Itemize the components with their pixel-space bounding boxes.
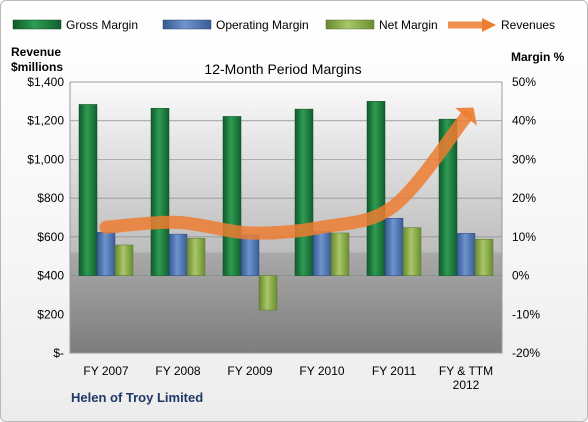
bar-gross-margin (222, 116, 242, 276)
bar-gross-margin (78, 104, 98, 276)
bar-net-margin (330, 232, 350, 276)
bar-gross-margin (150, 108, 170, 276)
y-axis-right-label: Margin % (511, 50, 565, 64)
y-left-tick-label: $200 (37, 307, 64, 321)
y-left-tick-label: $600 (37, 230, 64, 244)
y-axis-left-label-line2: $millions (11, 60, 63, 74)
legend-label: Gross Margin (66, 18, 138, 32)
bar-net-margin (186, 238, 206, 276)
plot-area (69, 81, 503, 354)
axes: $- -20% $200 -10% $400 0% $600 10% $800 20% $1,000… (27, 75, 540, 392)
y-right-tick-label: 0% (512, 269, 530, 283)
y-left-tick-label: $1,200 (27, 114, 64, 128)
bar-net-margin (474, 238, 494, 276)
bar-operating-margin (96, 231, 116, 276)
legend-label: Operating Margin (216, 18, 309, 32)
x-tick-label: FY 2010 (299, 364, 344, 378)
x-tick-label: FY 2009 (227, 364, 272, 378)
y-left-tick-label: $1,000 (27, 152, 64, 166)
y-right-tick-label: -10% (512, 307, 540, 321)
x-tick-label: 2012 (453, 378, 480, 392)
legend-swatch (325, 19, 375, 30)
y-right-tick-label: -20% (512, 346, 540, 360)
bar-net-margin (402, 227, 422, 276)
y-left-tick-label: $400 (37, 269, 64, 283)
y-left-tick-label: $1,400 (27, 75, 64, 89)
revenue-line-path (99, 110, 473, 240)
y-axis-left-label-line1: Revenue (11, 45, 61, 59)
revenue-arrowhead (455, 107, 477, 126)
y-right-tick-label: 50% (512, 75, 536, 89)
y-right-tick-label: 10% (512, 230, 536, 244)
legend-swatch-arrow (482, 18, 496, 32)
y-left-tick-label: $800 (37, 191, 64, 205)
legend-swatch (162, 19, 212, 30)
bar-gross-margin (294, 108, 314, 276)
bar-net-margin (114, 244, 134, 276)
legend-label: Net Margin (379, 18, 438, 32)
bar-operating-margin (312, 231, 332, 276)
bar-operating-margin (456, 233, 476, 276)
y-right-tick-label: 20% (512, 191, 536, 205)
company-name: Helen of Troy Limited (71, 390, 203, 405)
bar-operating-margin (168, 233, 188, 276)
bar-operating-margin (240, 234, 260, 276)
x-tick-label: FY & TTM (439, 364, 493, 378)
y-right-tick-label: 40% (512, 114, 536, 128)
revenue-line (99, 107, 477, 240)
legend-swatch (12, 19, 62, 30)
chart-title: 12-Month Period Margins (204, 61, 361, 77)
x-tick-label: FY 2007 (83, 364, 128, 378)
y-left-tick-label: $- (53, 346, 64, 360)
bar-gross-margin (366, 101, 386, 276)
y-right-tick-label: 30% (512, 152, 536, 166)
legend-label: Revenues (501, 18, 555, 32)
bar-operating-margin (384, 218, 404, 276)
legend: Gross Margin Operating Margin Net Margin Re… (12, 18, 555, 32)
gridlines (70, 120, 502, 315)
bar-net-margin (258, 275, 278, 311)
x-tick-label: FY 2008 (155, 364, 200, 378)
x-tick-label: FY 2011 (372, 364, 417, 378)
